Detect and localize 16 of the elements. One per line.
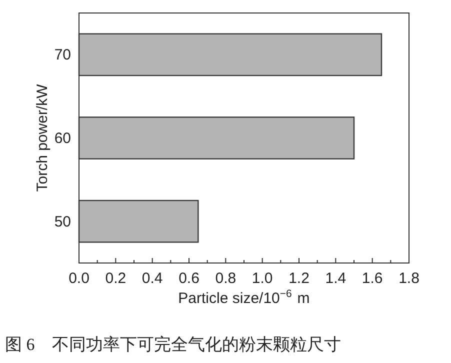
- x-tick-label: 1.2: [288, 270, 310, 287]
- x-tick-label: 1.0: [252, 270, 273, 287]
- y-axis-title: Torch power/kW: [34, 83, 51, 192]
- y-tick-label: 60: [54, 130, 71, 147]
- y-tick-label: 50: [54, 213, 71, 230]
- x-tick-label: 0.4: [142, 270, 163, 287]
- caption: 图 6 不同功率下可完全气化的粉末颗粒尺寸: [5, 335, 341, 354]
- x-tick-label: 0.8: [215, 270, 236, 287]
- x-tick-label: 1.4: [325, 270, 346, 287]
- x-tick-label: 0.2: [105, 270, 126, 287]
- x-tick-label: 0.6: [178, 270, 200, 287]
- x-tick-label: 1.8: [398, 270, 420, 287]
- x-tick-label: 1.6: [362, 270, 383, 287]
- x-axis-title: Particle size/10$^{−6}$ m: [178, 288, 310, 307]
- y-tick-label: 70: [54, 46, 71, 64]
- x-tick-label: 0.0: [68, 270, 90, 287]
